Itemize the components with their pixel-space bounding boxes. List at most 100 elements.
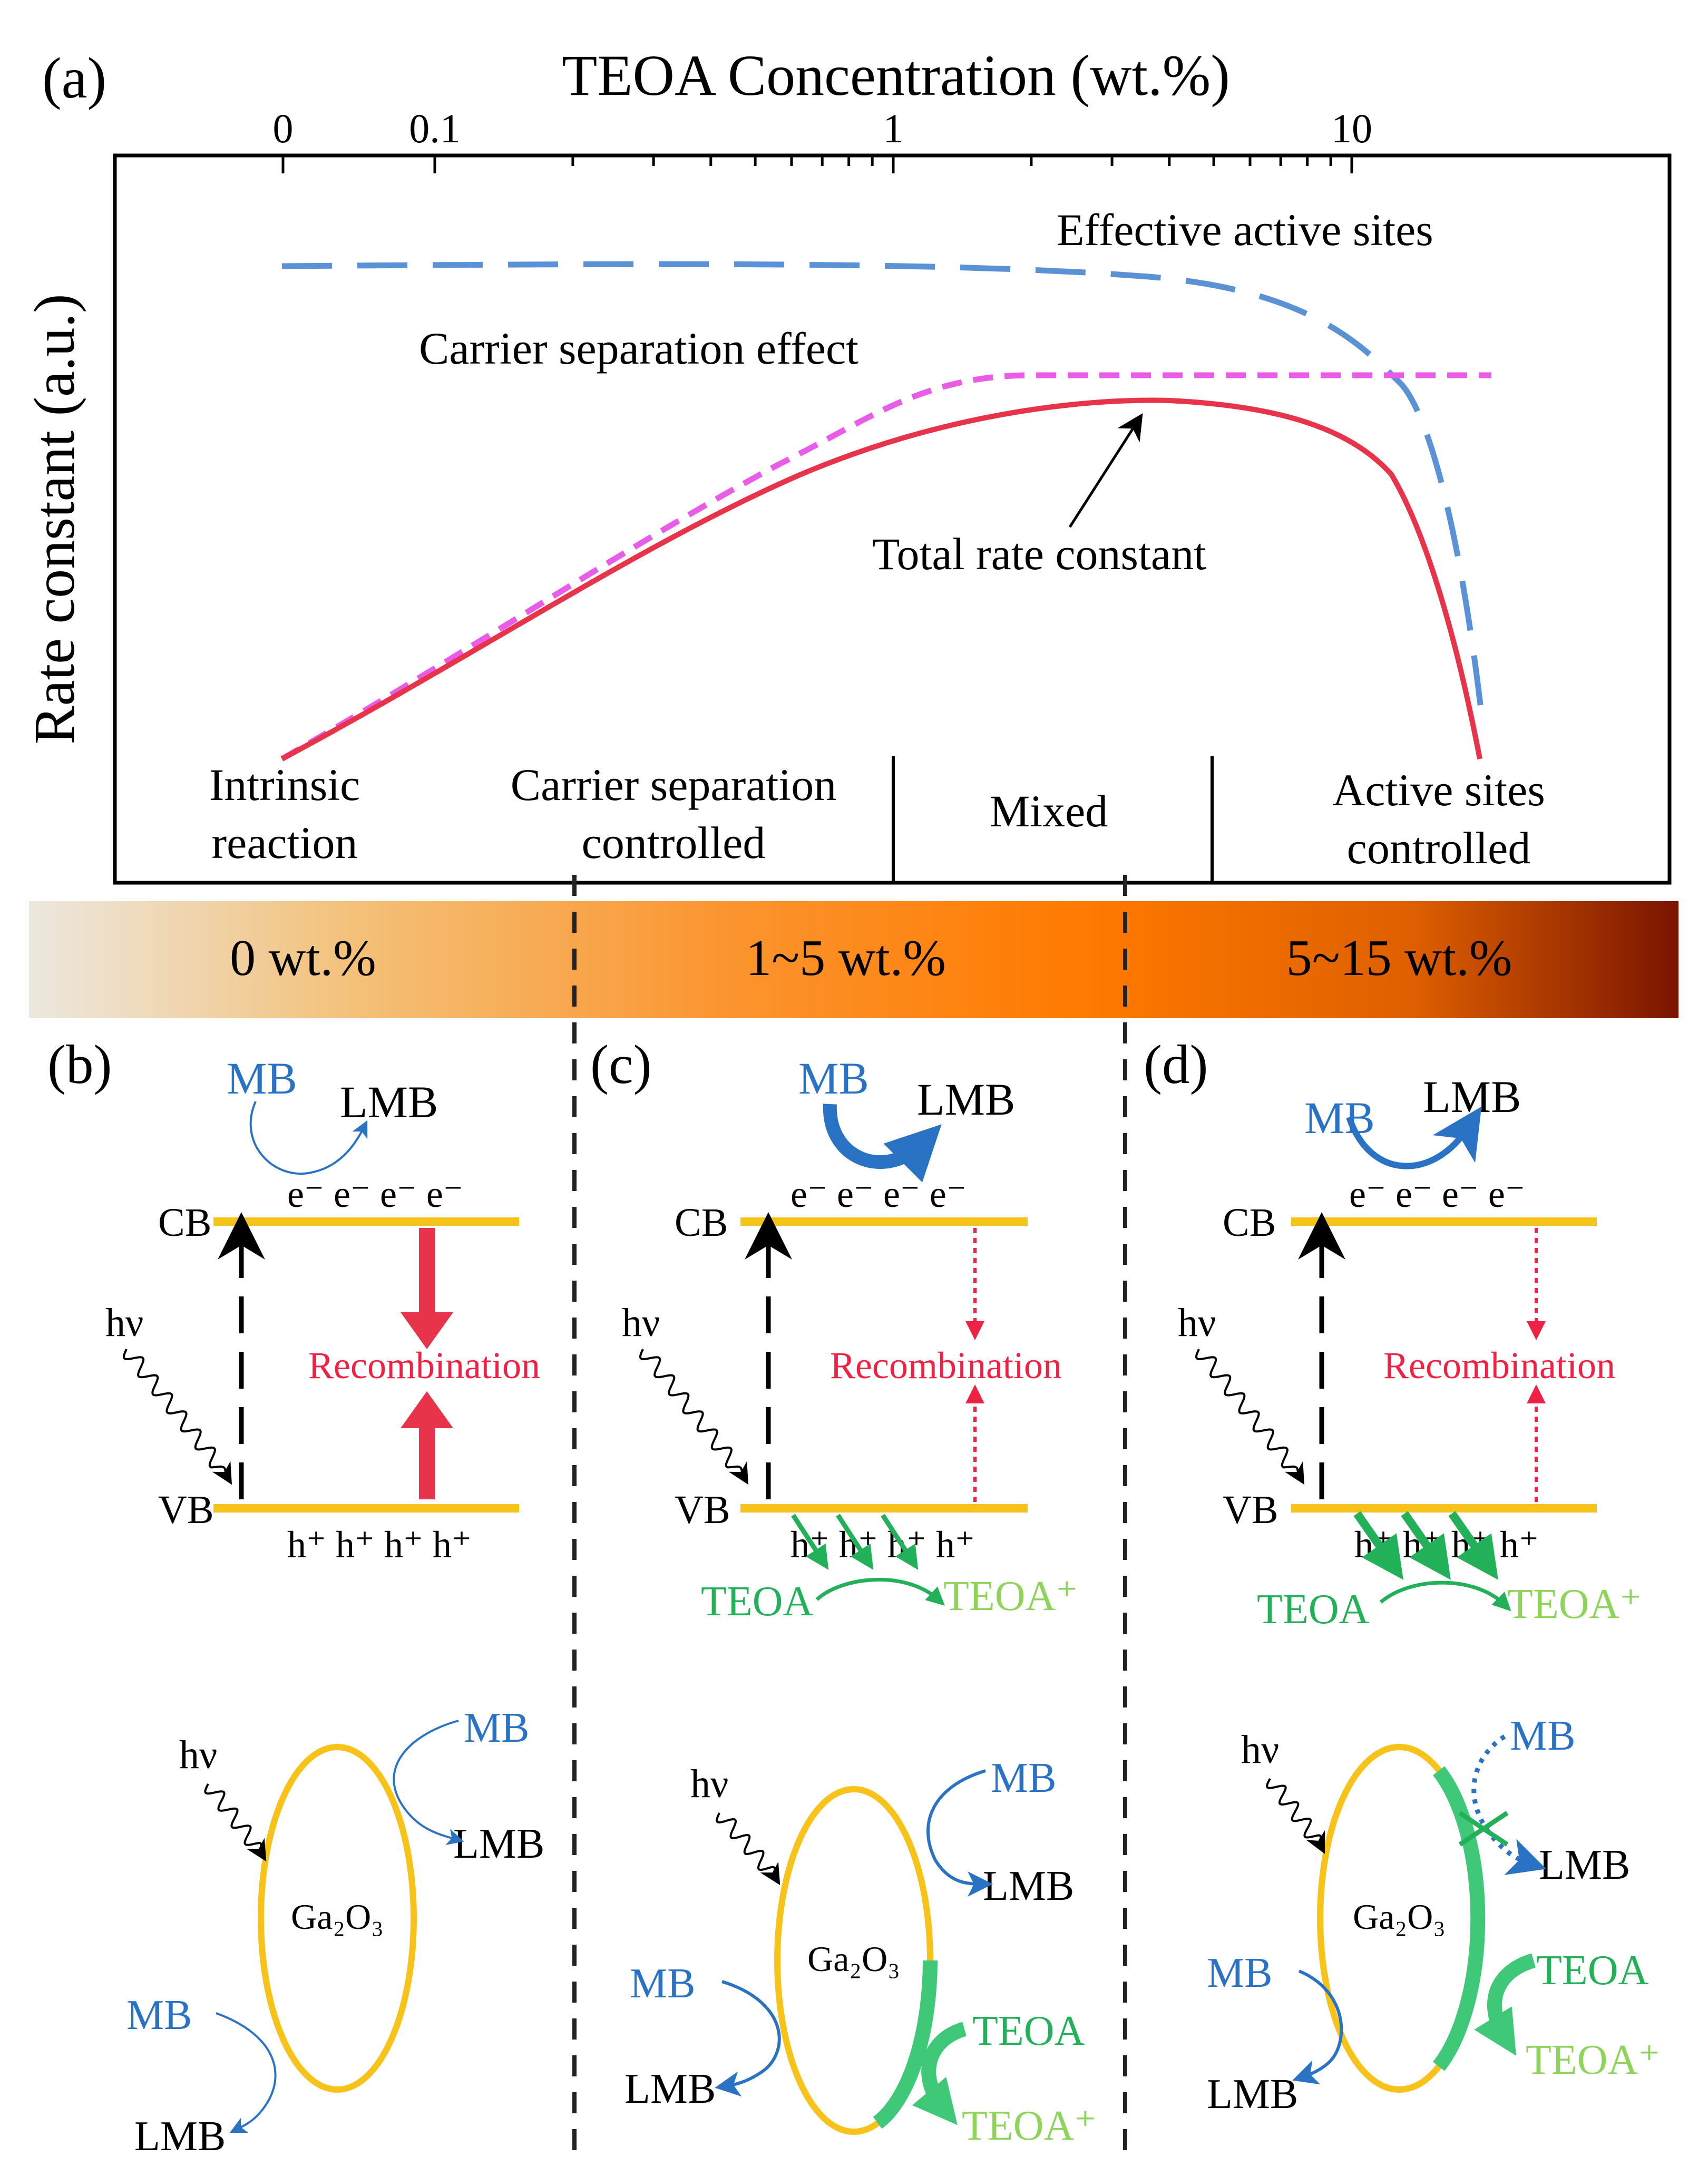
- electrons-label: e⁻ e⁻ e⁻ e⁻: [287, 1173, 463, 1215]
- region-carrier-line2: controlled: [582, 817, 766, 868]
- teoa-active-surface: [873, 1960, 938, 2129]
- mb-lmb-arrow-top: [926, 1769, 993, 1897]
- mb-lmb-arrow-bottom: [715, 1980, 781, 2097]
- panel-b-label: (b): [47, 1033, 112, 1095]
- bar-label-5-15: 5~15 wt.%: [1286, 930, 1512, 987]
- cb-label: CB: [1223, 1201, 1276, 1245]
- hv-label-particle: hν: [179, 1733, 217, 1777]
- mb-label-top: MB: [991, 1755, 1057, 1801]
- total-rate-arrow: [1068, 413, 1143, 528]
- photon-arrow-particle: [716, 1812, 780, 1886]
- teoa-plus-label: TEOA⁺: [943, 1573, 1078, 1619]
- mb-to-lmb-arrow: [249, 1101, 368, 1175]
- photon-arrow: [639, 1349, 749, 1485]
- lmb-label-bottom: LMB: [134, 2113, 226, 2160]
- region-active-line1: Active sites: [1332, 765, 1545, 815]
- hole-scavenge-arrow-2: [1401, 1511, 1451, 1580]
- panel-d: (d) MB LMB e⁻ e⁻ e⁻ e⁻ CB VB hν Recombin…: [1144, 1033, 1661, 2118]
- teoa-oxidation-arrow: [1379, 1580, 1511, 1612]
- mb-label-top: MB: [464, 1705, 530, 1751]
- hole-scavenge-arrow-1: [1353, 1511, 1403, 1580]
- mb-label-top: MB: [1510, 1713, 1576, 1759]
- cb-label: CB: [675, 1201, 728, 1245]
- ga2o3-particle: [258, 1744, 417, 2093]
- electrons-label: e⁻ e⁻ e⁻ e⁻: [1349, 1173, 1525, 1215]
- total-rate-constant-label: Total rate constant: [872, 529, 1206, 579]
- teoa-label: TEOA: [1257, 1586, 1370, 1633]
- mb-lmb-arrow-bottom: [216, 2012, 277, 2133]
- hole-scavenge-arrow-3: [1448, 1511, 1498, 1580]
- teoa-particle-arrow: [912, 2022, 967, 2125]
- teoa-particle-arrow: [1474, 1953, 1536, 2056]
- vb-label: VB: [158, 1488, 214, 1532]
- region-carrier-line1: Carrier separation: [511, 759, 836, 810]
- panel-d-label: (d): [1144, 1033, 1208, 1095]
- recombination-label: Recombination: [830, 1344, 1062, 1387]
- electrons-label: e⁻ e⁻ e⁻ e⁻: [790, 1173, 967, 1215]
- recombination-arrowhead-down: [401, 1312, 453, 1349]
- lmb-label-bottom: LMB: [1207, 2071, 1298, 2118]
- panel-c: (c) MB LMB e⁻ e⁻ e⁻ e⁻ CB VB hν Recombin…: [590, 1033, 1097, 2149]
- mb-lmb-arrow-bottom: [1292, 1969, 1343, 2085]
- top-axis-title: TEOA Concentration (wt.%): [562, 43, 1230, 108]
- mb-label-bottom: MB: [630, 1960, 696, 2007]
- tick-label-0: 0: [273, 105, 294, 151]
- mb-lmb-arrow-top: [393, 1720, 464, 1845]
- tick-label-10: 10: [1331, 105, 1372, 151]
- hole-scavenge-arrow-3: [881, 1514, 919, 1570]
- bar-label-1-5: 1~5 wt.%: [746, 930, 946, 987]
- mb-label: MB: [1304, 1092, 1375, 1143]
- tick-label-0-1: 0.1: [409, 105, 461, 151]
- lmb-label: LMB: [340, 1077, 438, 1127]
- photon-arrow-particle: [1266, 1778, 1325, 1854]
- hv-label: hν: [1178, 1301, 1216, 1345]
- ga2o3-label: Ga₂O₃: [807, 1939, 900, 1979]
- teoa-plus-label-particle: TEOA⁺: [1526, 2037, 1661, 2083]
- region-mixed: Mixed: [990, 786, 1108, 836]
- lmb-label-bottom: LMB: [624, 2066, 716, 2112]
- concentration-gradient-bar: [29, 901, 1678, 1018]
- recombination-label: Recombination: [1383, 1344, 1615, 1387]
- region-intrinsic-line1: Intrinsic: [209, 759, 360, 810]
- holes-label: h⁺ h⁺ h⁺ h⁺: [790, 1524, 975, 1566]
- total-rate-constant-curve: [280, 397, 1482, 762]
- effective-active-sites-label: Effective active sites: [1057, 204, 1433, 255]
- mb-label-bottom: MB: [1207, 1950, 1273, 1996]
- carrier-separation-label: Carrier separation effect: [419, 323, 858, 374]
- recombination-label: Recombination: [308, 1344, 540, 1387]
- vb-label: VB: [1223, 1488, 1278, 1532]
- top-tick-labels: 0 0.1 1 10: [273, 105, 1373, 151]
- teoa-plus-label-particle: TEOA⁺: [962, 2103, 1097, 2149]
- lmb-label: LMB: [1423, 1071, 1521, 1122]
- mb-to-lmb-arrow: [1346, 1106, 1482, 1169]
- hv-label: hν: [622, 1301, 660, 1345]
- teoa-label-particle: TEOA: [972, 2008, 1085, 2054]
- teoa-plus-label: TEOA⁺: [1507, 1581, 1642, 1627]
- mb-label: MB: [798, 1053, 869, 1104]
- mb-label-bottom: MB: [126, 1992, 192, 2038]
- mb-to-lmb-arrow: [823, 1104, 942, 1183]
- lmb-label-top: LMB: [1539, 1842, 1630, 1888]
- top-axis-ticks: [281, 157, 1353, 173]
- tick-label-1: 1: [883, 105, 904, 151]
- effective-active-sites-curve: [281, 261, 1484, 709]
- hv-label-particle: hν: [690, 1762, 728, 1806]
- panel-c-label: (c): [590, 1033, 652, 1095]
- teoa-active-surface: [1432, 1766, 1486, 2071]
- blocked-cross-icon: [1458, 1811, 1509, 1847]
- teoa-label-particle: TEOA: [1536, 1947, 1649, 1994]
- bar-label-0: 0 wt.%: [230, 930, 376, 987]
- vb-label: VB: [675, 1488, 730, 1532]
- photon-arrow: [122, 1349, 232, 1485]
- holes-label: h⁺ h⁺ h⁺ h⁺: [287, 1524, 472, 1566]
- cb-label: CB: [158, 1201, 211, 1245]
- ga2o3-label: Ga₂O₃: [291, 1897, 384, 1937]
- region-active-line2: controlled: [1347, 823, 1531, 873]
- photon-arrow: [1195, 1349, 1305, 1485]
- recombination-arrowhead-up: [401, 1391, 453, 1428]
- region-intrinsic-line2: reaction: [212, 817, 358, 868]
- lmb-label-top: LMB: [453, 1821, 544, 1867]
- lmb-label-top: LMB: [983, 1863, 1074, 1909]
- hv-label: hν: [105, 1301, 143, 1345]
